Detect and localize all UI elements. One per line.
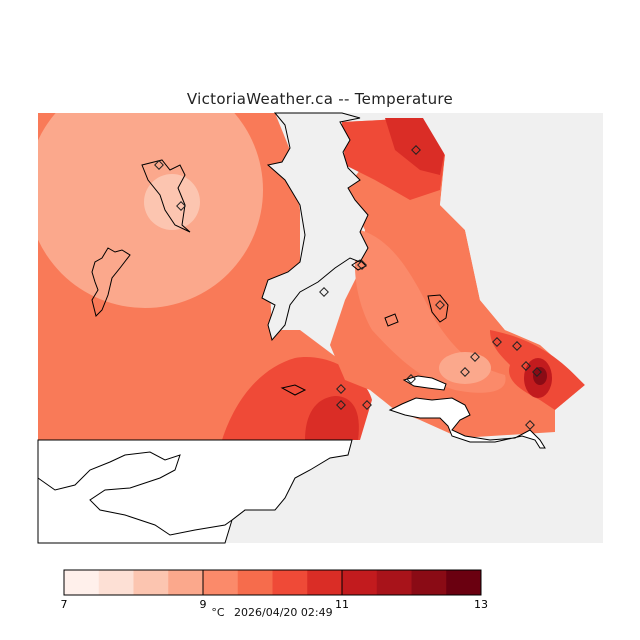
colorbar-swatch [203,570,239,595]
haro-strait [420,113,603,543]
water-areas [37,112,603,544]
station-marker [336,384,346,394]
station-marker [492,337,502,347]
station-marker [460,367,470,377]
colorbar-swatch [64,570,100,595]
island-3 [280,384,307,396]
olympic-coast [37,451,246,536]
station-marker [525,420,535,430]
station-marker [532,367,542,377]
colorbar-swatch [446,570,482,595]
colorbar-swatch [307,570,343,595]
station-marker [411,145,421,155]
colorbar-tick-label: 7 [61,598,68,611]
colorbar-swatch [342,570,378,595]
map-title: VictoriaWeather.ca -- Temperature [186,90,454,108]
colorbar-swatch [98,570,134,595]
saanich-inlet [261,112,369,342]
island-6 [351,259,367,271]
colorbar-tick-label: 11 [335,598,349,611]
station-marker [176,201,186,211]
station-marker [154,160,164,170]
station-marker [435,300,445,310]
station-marker [357,260,367,270]
contour-southeast-peak [533,367,547,385]
unit-label: °C [211,606,225,619]
station-marker [512,341,522,351]
station-markers [154,145,542,430]
colorbar-swatch [133,570,169,595]
station-marker [362,400,372,410]
station-marker [319,287,329,297]
contour-west-core [144,174,200,230]
contour-east-cool [354,230,506,393]
colorbar-swatch [376,570,412,595]
station-marker [470,352,480,362]
colorbar: 7 9 11 13 [61,569,488,611]
contour-west-ring [38,113,263,308]
island-1 [141,159,191,233]
temperature-field [38,113,585,440]
island-2 [91,247,131,317]
station-marker [336,400,346,410]
colorbar-caption: °C 2026/04/20 02:49 [0,606,544,619]
station-marker [406,374,416,384]
colorbar-swatch [272,570,308,595]
timestamp-label: 2026/04/20 02:49 [234,606,333,619]
island-5 [384,313,399,327]
contour-southwest-hot [305,396,359,440]
colorbar-swatch [237,570,273,595]
colorbar-tick-label: 9 [200,598,207,611]
colorbar-swatch [168,570,204,595]
station-marker [521,361,531,371]
island-4 [427,294,449,323]
colorbar-swatch [411,570,447,595]
colorbar-tick-label: 13 [474,598,488,611]
victoria-harbour [388,397,546,449]
